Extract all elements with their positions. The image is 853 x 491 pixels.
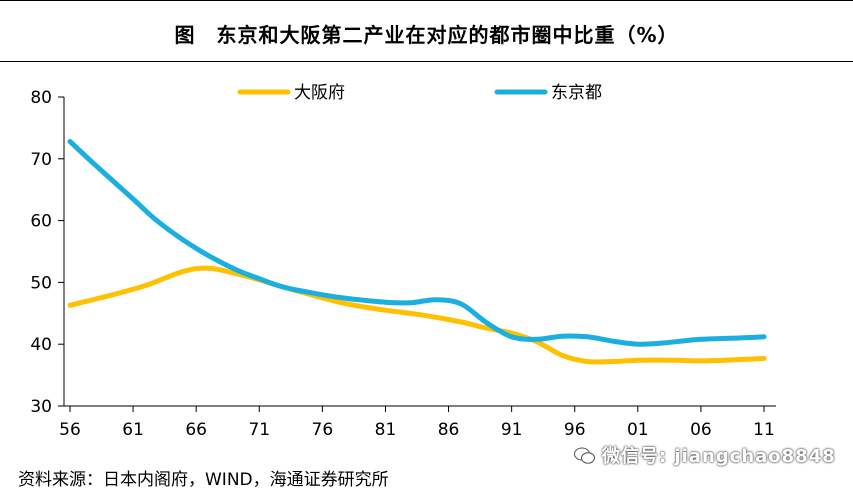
watermark: 微信号: jiangchao8848	[574, 442, 836, 468]
x-tick-label: 61	[122, 420, 144, 440]
source-note: 资料来源：日本内阁府，WIND，海通证券研究所	[18, 470, 389, 490]
x-tick-label: 91	[501, 420, 523, 440]
x-tick-label: 06	[690, 420, 712, 440]
page-title: 图 东京和大阪第二产业在对应的都市圈中比重（%）	[174, 23, 679, 47]
x-tick-label: 71	[248, 420, 270, 440]
wechat-icon	[574, 447, 595, 464]
y-tick-label: 60	[30, 212, 52, 232]
x-tick-label: 11	[753, 420, 775, 440]
x-tick-label: 81	[375, 420, 397, 440]
x-tick-label: 86	[438, 420, 460, 440]
watermark-text: 微信号: jiangchao8848	[602, 446, 836, 467]
y-tick-label: 70	[30, 150, 52, 170]
series-line-1	[67, 139, 767, 347]
chart: 30 40 50 60 70 80 56 61 66 71 76 81 86 91 96 01 06 11 大阪…	[30, 83, 776, 440]
legend: 大阪府 东京都	[237, 83, 602, 103]
legend-label-0: 大阪府	[294, 83, 345, 103]
series-line-0	[67, 265, 767, 365]
y-tick-label: 30	[30, 397, 52, 417]
x-tick-label: 96	[564, 420, 586, 440]
y-tick-label: 40	[30, 335, 52, 355]
y-axis: 30 40 50 60 70 80	[30, 88, 65, 417]
x-tick-label: 76	[312, 420, 334, 440]
legend-label-1: 东京都	[551, 83, 602, 103]
title-bar: 图 东京和大阪第二产业在对应的都市圈中比重（%）	[0, 0, 853, 62]
x-tick-label: 01	[627, 420, 649, 440]
y-tick-label: 80	[30, 88, 52, 108]
x-tick-label: 66	[185, 420, 207, 440]
series-group	[67, 139, 767, 365]
y-tick-label: 50	[30, 273, 52, 293]
x-axis: 56 61 66 71 76 81 86 91 96 01 06 11	[59, 405, 776, 440]
x-tick-label: 56	[59, 420, 81, 440]
